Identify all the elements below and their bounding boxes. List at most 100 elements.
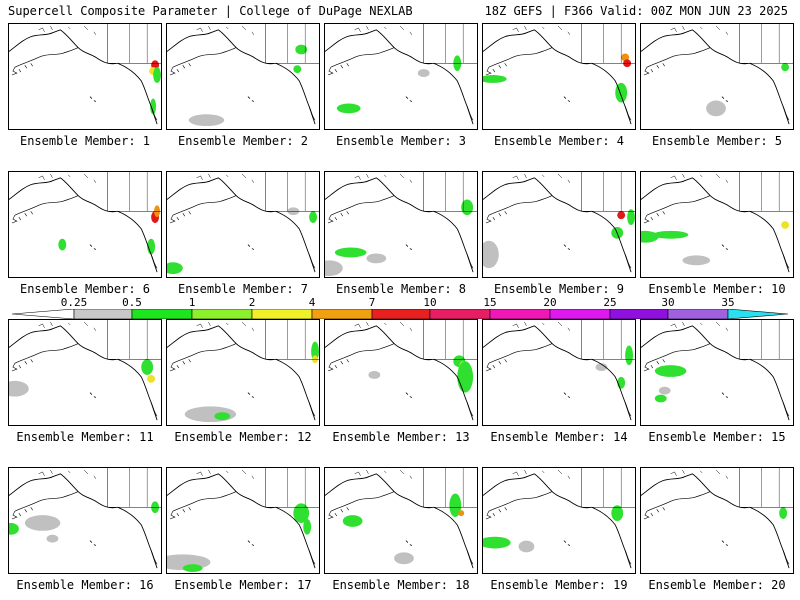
ensemble-member-label: Ensemble Member: 16: [16, 578, 154, 592]
map-canvas: [9, 468, 161, 569]
colorbar-tick-label: 15: [483, 296, 497, 309]
scp-shading-region: [595, 363, 608, 372]
scp-shading-region: [654, 394, 667, 403]
map-panel: [166, 171, 320, 278]
scp-shading-region: [617, 376, 626, 389]
scp-shading-region: [461, 199, 474, 216]
scp-shading-region: [682, 255, 711, 266]
scp-shading-region: [611, 505, 624, 521]
colorbar-tick-label: 7: [368, 296, 376, 309]
ensemble-member-label: Ensemble Member: 5: [651, 134, 783, 148]
scp-shading-region: [654, 365, 687, 377]
map-panel: [482, 23, 636, 130]
map-panel: [640, 171, 794, 278]
scp-shading-region: [417, 69, 430, 77]
map-panel: [324, 23, 478, 130]
scp-shading-region: [309, 211, 318, 224]
scp-shading-region: [334, 247, 367, 258]
map-canvas: [167, 468, 319, 573]
colorbar-segment: [191, 309, 253, 319]
colorbar-segment: [489, 309, 551, 319]
scp-shading-region: [167, 262, 183, 275]
scp-shading-region: [781, 63, 790, 72]
map-canvas: [641, 468, 793, 569]
scp-shading-region: [621, 53, 630, 62]
ensemble-member-label: Ensemble Member: 19: [490, 578, 628, 592]
map-canvas: [9, 172, 161, 273]
ensemble-member-label: Ensemble Member: 15: [648, 430, 786, 444]
ensemble-member-label: Ensemble Member: 6: [19, 282, 151, 296]
map-panel: [324, 467, 478, 574]
map-canvas: [483, 172, 635, 273]
scp-shading-region: [295, 44, 308, 55]
scp-shading-region: [652, 230, 689, 239]
ensemble-member-label: Ensemble Member: 8: [335, 282, 467, 296]
colorbar-lower-arrow: [12, 309, 75, 319]
map-canvas: [641, 172, 793, 273]
colorbar-tick-label: 35: [721, 296, 735, 309]
scp-shading-region: [303, 519, 312, 535]
colorbar-tick-label: 2: [248, 296, 256, 309]
colorbar: [12, 309, 788, 319]
ensemble-member-label: Ensemble Member: 20: [648, 578, 786, 592]
colorbar-tick-label: 20: [543, 296, 557, 309]
colorbar-segment: [73, 309, 133, 319]
map-panel: [166, 319, 320, 426]
map-panel: [640, 319, 794, 426]
scp-shading-region: [617, 211, 626, 220]
scp-shading-region: [483, 240, 499, 269]
scp-shading-region: [781, 221, 790, 229]
scp-shading-region: [779, 507, 788, 520]
ensemble-member-label: Ensemble Member: 13: [332, 430, 470, 444]
ensemble-member-label: Ensemble Member: 12: [174, 430, 312, 444]
ensemble-member-label: Ensemble Member: 1: [19, 134, 151, 148]
scp-shading-region: [457, 361, 474, 393]
scp-shading-region: [625, 345, 634, 366]
ensemble-member-label: Ensemble Member: 2: [177, 134, 309, 148]
scp-shading-region: [24, 515, 61, 531]
colorbar-tick-label: 30: [661, 296, 675, 309]
colorbar-tick-label: 25: [603, 296, 617, 309]
scp-shading-region: [293, 503, 310, 523]
map-canvas: [325, 172, 477, 277]
scp-shading-region: [483, 536, 511, 549]
map-canvas: [325, 468, 477, 569]
map-panel: [166, 23, 320, 130]
map-canvas: [325, 320, 477, 421]
colorbar-segment: [727, 309, 788, 319]
scp-shading-region: [293, 65, 302, 74]
scp-shading-region: [627, 209, 635, 225]
map-canvas: [9, 24, 161, 125]
colorbar-segment: [667, 309, 729, 319]
scp-shading-region: [188, 114, 225, 127]
map-panel: [8, 23, 162, 130]
map-canvas: [641, 24, 793, 125]
scp-shading-region: [394, 552, 414, 565]
ensemble-member-label: Ensemble Member: 4: [493, 134, 625, 148]
colorbar-tick-label: 4: [308, 296, 316, 309]
map-panel: [482, 171, 636, 278]
map-panel: [640, 23, 794, 130]
colorbar-tick-label: 1: [188, 296, 196, 309]
colorbar-segment: [251, 309, 313, 319]
map-panel: [8, 319, 162, 426]
model-run-info: 18Z GEFS | F366 Valid: 00Z MON JUN 23 20…: [484, 4, 788, 18]
map-panel: [640, 467, 794, 574]
map-panel: [324, 319, 478, 426]
scp-shading-region: [9, 522, 19, 535]
ensemble-member-label: Ensemble Member: 9: [493, 282, 625, 296]
colorbar-segment: [429, 309, 491, 319]
map-panel: [166, 467, 320, 574]
ensemble-member-label: Ensemble Member: 11: [16, 430, 154, 444]
colorbar-tick-label: 0.5: [122, 296, 142, 309]
map-panel: [8, 171, 162, 278]
colorbar-tick-label: 0.25: [60, 296, 88, 309]
scp-shading-region: [46, 534, 59, 543]
scp-shading-region: [518, 540, 535, 553]
ensemble-member-label: Ensemble Member: 14: [490, 430, 628, 444]
colorbar-segment: [311, 309, 373, 319]
scp-shading-region: [141, 359, 154, 375]
scp-shading-region: [150, 98, 157, 115]
colorbar-segment: [371, 309, 431, 319]
colorbar-segment: [131, 309, 193, 319]
